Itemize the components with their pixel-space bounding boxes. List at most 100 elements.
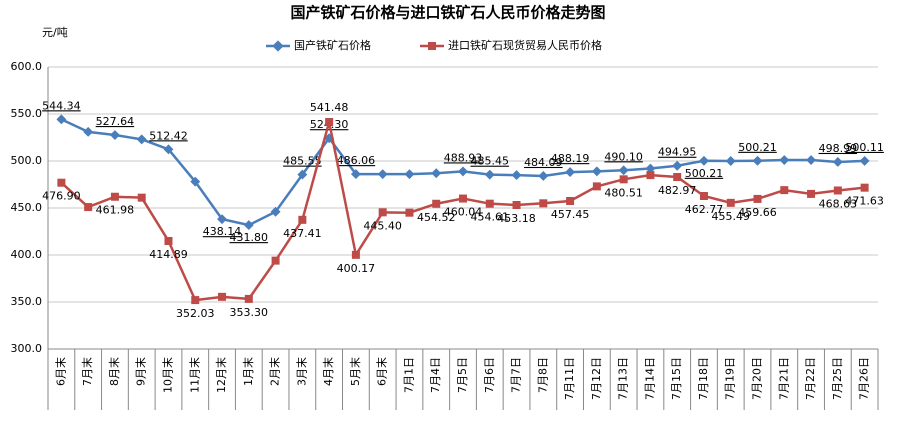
data-label: 482.97 — [658, 184, 697, 197]
x-tick-label: 7月14日 — [643, 357, 656, 400]
data-label: 457.45 — [551, 208, 590, 221]
point — [243, 220, 254, 231]
point — [699, 191, 708, 200]
point — [404, 169, 415, 180]
x-tick-label: 3月末 — [294, 357, 308, 386]
data-label: 431.80 — [230, 231, 269, 244]
point — [377, 169, 388, 180]
point — [218, 292, 227, 301]
data-label: 488.93 — [444, 151, 483, 164]
point — [485, 199, 494, 208]
point — [512, 201, 521, 210]
data-label: 460.04 — [444, 206, 483, 219]
point — [459, 194, 467, 203]
data-label: 453.18 — [497, 212, 536, 225]
point — [539, 199, 548, 208]
x-tick-label: 7月15日 — [670, 357, 683, 400]
point — [325, 118, 334, 127]
legend-marker — [428, 42, 436, 50]
x-tick-label: 7月22日 — [804, 357, 817, 400]
point — [405, 208, 414, 217]
point — [217, 214, 227, 225]
point — [673, 173, 682, 182]
data-label: 353.30 — [230, 306, 269, 319]
y-axis-label: 元/吨 — [42, 26, 68, 39]
data-label: 454.61 — [471, 211, 510, 224]
y-tick-label: 400.0 — [11, 248, 43, 261]
x-tick-label: 7月8日 — [536, 357, 549, 393]
point — [298, 215, 307, 224]
data-label: 512.42 — [149, 129, 188, 142]
data-label: 500.21 — [738, 141, 777, 154]
x-tick-label: 7月12日 — [590, 357, 603, 400]
x-tick-label: 7月19日 — [724, 357, 737, 400]
x-tick-label: 10月末 — [160, 357, 174, 393]
point — [860, 183, 869, 192]
x-tick-label: 7月5日 — [456, 357, 469, 393]
point — [672, 160, 683, 171]
y-tick-label: 550.0 — [11, 107, 43, 120]
legend-label: 进口铁矿石现货贸易人民币价格 — [448, 38, 602, 52]
data-label: 500.21 — [685, 167, 724, 180]
data-label: 500.11 — [845, 141, 884, 154]
x-tick-label: 6月末 — [375, 357, 389, 386]
data-label: 468.63 — [819, 197, 858, 210]
y-tick-label: 600.0 — [11, 60, 43, 73]
point — [780, 186, 789, 195]
point — [859, 155, 870, 166]
x-tick-label: 7月4日 — [429, 357, 442, 393]
point — [110, 192, 119, 201]
x-tick-label: 7月6日 — [483, 357, 496, 393]
x-tick-label: 7月7日 — [510, 357, 523, 393]
data-label: 485.45 — [471, 155, 510, 168]
x-tick-label: 7月11日 — [563, 357, 576, 400]
data-label: 490.10 — [604, 150, 643, 163]
data-label: 488.19 — [551, 152, 590, 165]
data-label: 445.40 — [363, 219, 402, 232]
legend-marker — [272, 40, 284, 52]
data-label: 459.66 — [738, 206, 777, 219]
x-tick-label: 7月18日 — [697, 357, 710, 400]
point — [832, 156, 843, 167]
point — [83, 126, 94, 137]
point — [619, 175, 628, 184]
data-label: 471.63 — [845, 195, 884, 208]
point — [271, 256, 280, 265]
point — [163, 144, 174, 155]
x-tick-label: 7月21日 — [777, 357, 790, 400]
data-label: 454.52 — [417, 211, 456, 224]
data-label: 352.03 — [176, 307, 215, 320]
x-tick-label: 8月末 — [107, 357, 121, 386]
point — [136, 134, 147, 145]
data-label: 461.98 — [96, 204, 135, 217]
y-tick-label: 450.0 — [11, 201, 43, 214]
data-label: 455.49 — [711, 210, 750, 223]
x-tick-label: 6月末 — [53, 357, 67, 386]
point — [350, 169, 361, 180]
point — [618, 165, 629, 176]
point — [833, 186, 842, 195]
point — [538, 171, 549, 181]
data-label: 438.14 — [203, 225, 242, 238]
point — [566, 196, 575, 205]
x-tick-label: 2月末 — [268, 357, 282, 386]
x-tick-label: 7月13日 — [617, 357, 630, 400]
x-tick-label: 4月末 — [321, 357, 335, 386]
data-label: 498.99 — [819, 142, 858, 155]
point — [592, 182, 601, 191]
point — [137, 193, 146, 202]
data-label: 476.90 — [42, 190, 81, 203]
point — [190, 176, 201, 187]
point — [351, 250, 360, 259]
data-label: 484.09 — [524, 156, 563, 169]
data-label: 437.41 — [283, 227, 322, 240]
point — [645, 163, 656, 174]
x-tick-label: 7月末 — [80, 357, 94, 386]
data-label: 485.55 — [283, 155, 322, 168]
point — [807, 189, 816, 198]
x-tick-label: 11月末 — [187, 357, 201, 393]
point — [511, 170, 522, 181]
data-label: 414.89 — [149, 248, 188, 261]
point — [646, 171, 655, 180]
